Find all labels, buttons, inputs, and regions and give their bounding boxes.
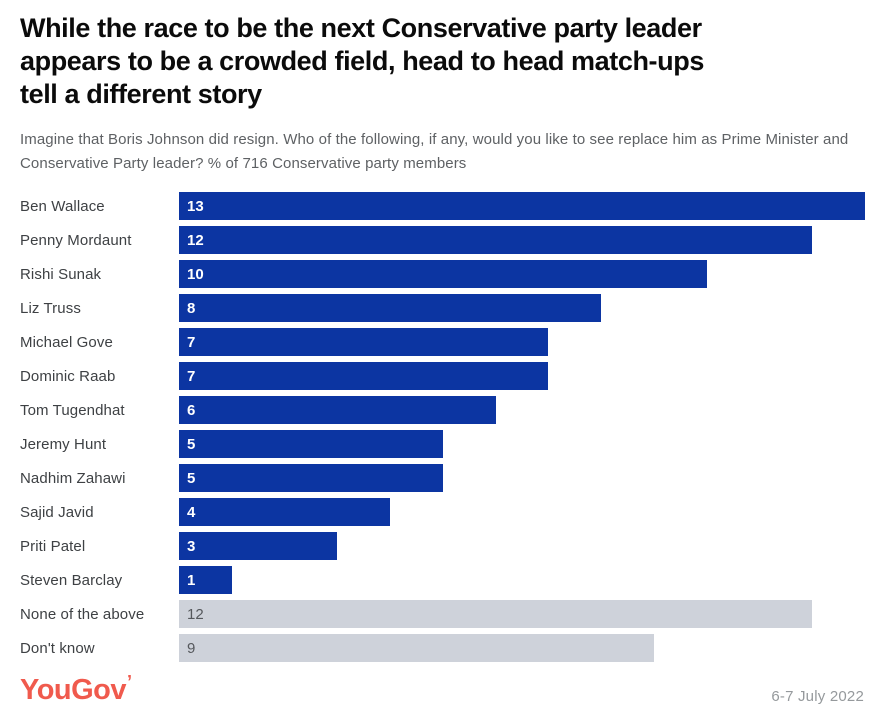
chart-row: Don't know 9 — [20, 634, 864, 662]
bar-track: 5 — [179, 464, 865, 492]
category-label: Penny Mordaunt — [20, 231, 132, 249]
bar-track: 5 — [179, 430, 865, 458]
bar: 8 — [179, 294, 602, 322]
category-label: Sajid Javid — [20, 503, 94, 521]
value-label: 7 — [187, 367, 196, 385]
value-label: 4 — [187, 503, 196, 521]
category-label: Ben Wallace — [20, 197, 105, 215]
value-label: 6 — [187, 401, 196, 419]
bar: 7 — [179, 362, 549, 390]
category-label: Priti Patel — [20, 537, 86, 555]
bar: 1 — [179, 566, 232, 594]
title-line-3: tell a different story — [20, 79, 262, 109]
survey-question-subtitle: Imagine that Boris Johnson did resign. W… — [20, 131, 849, 172]
category-label: Steven Barclay — [20, 571, 123, 589]
bar: 6 — [179, 396, 496, 424]
bar: 3 — [179, 532, 338, 560]
chart-row: Penny Mordaunt 12 — [20, 226, 864, 254]
bar-track: 7 — [179, 362, 865, 390]
value-label: 5 — [187, 469, 196, 487]
bar: 12 — [179, 226, 813, 254]
chart-row: Priti Patel 3 — [20, 532, 864, 560]
bar: 5 — [179, 464, 443, 492]
bar: 5 — [179, 430, 443, 458]
chart-row: Tom Tugendhat 6 — [20, 396, 864, 424]
bar: 10 — [179, 260, 707, 288]
yougov-logo-text: YouGov — [20, 674, 127, 706]
value-label: 5 — [187, 435, 196, 453]
chart-row: Dominic Raab 7 — [20, 362, 864, 390]
chart-row: Nadhim Zahawi 5 — [20, 464, 864, 492]
category-label: Nadhim Zahawi — [20, 469, 126, 487]
category-label: Jeremy Hunt — [20, 435, 107, 453]
chart-row: Jeremy Hunt 5 — [20, 430, 864, 458]
chart-row: Sajid Javid 4 — [20, 498, 864, 526]
title-line-1: While the race to be the next Conservati… — [20, 13, 702, 43]
category-label: Dominic Raab — [20, 367, 116, 385]
bar-track: 7 — [179, 328, 865, 356]
bar-track: 1 — [179, 566, 865, 594]
value-label: 1 — [187, 571, 196, 589]
category-label: Tom Tugendhat — [20, 401, 125, 419]
bar-track: 6 — [179, 396, 865, 424]
chart-row: Liz Truss 8 — [20, 294, 864, 322]
bar-track: 10 — [179, 260, 865, 288]
bar: 12 — [179, 600, 813, 628]
bar-track: 12 — [179, 600, 865, 628]
category-label: Michael Gove — [20, 333, 113, 351]
bar-track: 3 — [179, 532, 865, 560]
chart-row: Michael Gove 7 — [20, 328, 864, 356]
bar-track: 12 — [179, 226, 865, 254]
bar: 9 — [179, 634, 654, 662]
category-label: Liz Truss — [20, 299, 81, 317]
bar-chart: Ben Wallace 13 Penny Mordaunt 12 Rishi S… — [20, 192, 865, 662]
bar-track: 8 — [179, 294, 865, 322]
category-label: Rishi Sunak — [20, 265, 102, 283]
value-label: 3 — [187, 537, 196, 555]
chart-row: Ben Wallace 13 — [20, 192, 865, 220]
value-label: 8 — [187, 299, 196, 317]
value-label: 9 — [187, 639, 196, 657]
bar: 4 — [179, 498, 391, 526]
chart-row: Steven Barclay 1 — [20, 566, 864, 594]
title-line-2: appears to be a crowded field, head to h… — [20, 46, 704, 76]
chart-row: None of the above 12 — [20, 600, 864, 628]
yougov-logo-tick: ’ — [127, 672, 132, 692]
value-label: 10 — [187, 265, 204, 283]
bar-track: 9 — [179, 634, 865, 662]
value-label: 12 — [187, 605, 204, 623]
bar: 7 — [179, 328, 549, 356]
fieldwork-date: 6-7 July 2022 — [771, 688, 864, 705]
value-label: 7 — [187, 333, 196, 351]
bar: 13 — [179, 192, 865, 220]
yougov-logo: YouGov’ — [20, 673, 132, 705]
bar-track: 4 — [179, 498, 865, 526]
chart-row: Rishi Sunak 10 — [20, 260, 864, 288]
category-label: None of the above — [20, 605, 145, 623]
bar-track: 13 — [179, 192, 865, 220]
value-label: 13 — [187, 197, 204, 215]
footer: YouGov’ 6-7 July 2022 — [20, 673, 864, 705]
page-title: While the race to be the next Conservati… — [20, 12, 864, 111]
value-label: 12 — [187, 231, 204, 249]
category-label: Don't know — [20, 639, 95, 657]
